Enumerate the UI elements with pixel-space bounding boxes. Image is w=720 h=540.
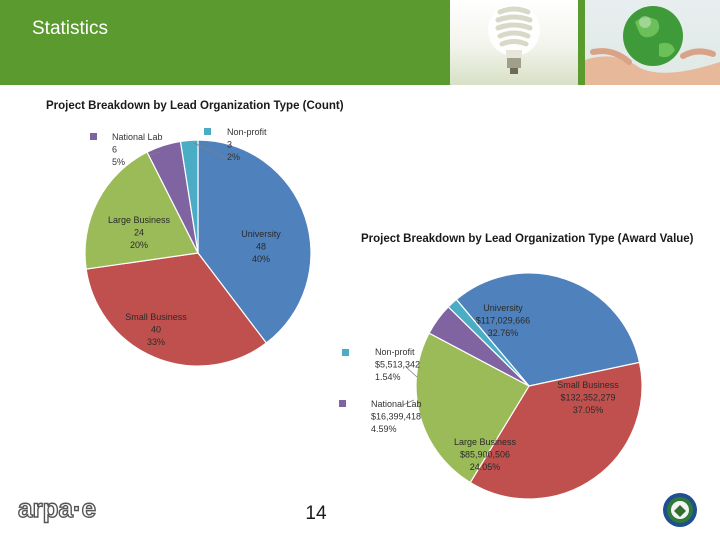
leader-line-non-profit bbox=[405, 366, 418, 378]
slice-percent: 1.54% bbox=[375, 372, 401, 382]
slice-name: National Lab bbox=[112, 132, 163, 142]
slice-label-national-lab: National Lab 6 5% bbox=[112, 132, 163, 167]
slice-name: National Lab bbox=[371, 399, 422, 409]
slice-value: 40 bbox=[151, 325, 161, 335]
slice-label-non-profit: Non-profit $5,513,342 1.54% bbox=[375, 347, 420, 382]
slice-value: $85,900,506 bbox=[460, 450, 510, 460]
slide-title: Statistics bbox=[32, 18, 109, 39]
slice-label-small-business: Small Business $132,352,279 37.05% bbox=[557, 380, 619, 415]
chart-title: Project Breakdown by Lead Organization T… bbox=[361, 233, 694, 245]
slice-percent: 37.05% bbox=[573, 405, 604, 415]
leader-line-national-lab bbox=[402, 399, 415, 406]
page-number: 14 bbox=[305, 503, 327, 524]
slice-name: University bbox=[483, 303, 523, 313]
slice-percent: 33% bbox=[147, 337, 165, 347]
slice-name: University bbox=[241, 229, 281, 239]
slice-percent: 4.59% bbox=[371, 424, 397, 434]
arpa-e-logo: arpa·e bbox=[16, 492, 128, 524]
slice-percent: 5% bbox=[112, 157, 125, 167]
pie-slice-non-profit bbox=[447, 298, 530, 387]
slice-label-university: University $117,029,666 32.76% bbox=[476, 303, 530, 338]
slice-name: Non-profit bbox=[375, 347, 415, 357]
legend-swatch-national-lab bbox=[90, 133, 97, 140]
pie-slice-large-business bbox=[415, 332, 530, 484]
slice-value: 6 bbox=[112, 145, 117, 155]
slice-percent: 2% bbox=[227, 152, 240, 162]
slice-value: $132,352,279 bbox=[560, 393, 615, 403]
slice-label-large-business: Large Business 24 20% bbox=[108, 215, 171, 250]
chart-title: Project Breakdown by Lead Organization T… bbox=[46, 100, 344, 112]
pie-slice-small-business bbox=[469, 361, 643, 500]
legend-swatch-non-profit bbox=[342, 349, 349, 356]
slice-label-national-lab: National Lab $16,399,418 4.59% bbox=[371, 399, 422, 434]
slice-label-small-business: Small Business 40 33% bbox=[125, 312, 187, 347]
globe-hands-photo bbox=[585, 0, 720, 85]
slice-value: 3 bbox=[227, 140, 232, 150]
slice-name: Small Business bbox=[125, 312, 187, 322]
slice-percent: 40% bbox=[252, 254, 270, 264]
lightbulb-photo bbox=[450, 0, 578, 85]
pie-slice-university bbox=[455, 272, 641, 387]
slice-percent: 20% bbox=[130, 240, 148, 250]
pie-chart-award-value: Project Breakdown by Lead Organization T… bbox=[339, 233, 694, 500]
slice-label-non-profit: Non-profit 3 2% bbox=[227, 127, 267, 162]
slice-percent: 24.05% bbox=[470, 462, 501, 472]
slice-name: Large Business bbox=[454, 437, 517, 447]
slice-name: Large Business bbox=[108, 215, 171, 225]
pie-slice-large-business bbox=[84, 151, 199, 270]
globe-in-hands-icon bbox=[585, 6, 720, 85]
pie-slice-university bbox=[197, 139, 312, 344]
pie-chart-count: Project Breakdown by Lead Organization T… bbox=[46, 100, 344, 367]
slice-value: $16,399,418 bbox=[371, 412, 421, 422]
slice-value: 48 bbox=[256, 242, 266, 252]
leader-line-national-lab bbox=[149, 151, 161, 156]
pie-slice-non-profit bbox=[179, 139, 199, 254]
slice-value: 24 bbox=[134, 228, 144, 238]
doe-seal-icon bbox=[662, 492, 698, 528]
pie-slice-small-business bbox=[85, 252, 268, 367]
legend-swatch-national-lab bbox=[339, 400, 346, 407]
cfl-bulb-icon bbox=[488, 4, 540, 74]
slice-percent: 32.76% bbox=[488, 328, 519, 338]
slice-name: Non-profit bbox=[227, 127, 267, 137]
slice-value: $5,513,342 bbox=[375, 360, 420, 370]
legend-swatch-non-profit bbox=[204, 128, 211, 135]
svg-text:arpa·e: arpa·e bbox=[18, 494, 96, 523]
slice-name: Small Business bbox=[557, 380, 619, 390]
leader-line-non-profit bbox=[193, 142, 231, 161]
slice-label-large-business: Large Business $85,900,506 24.05% bbox=[454, 437, 517, 472]
slice-value: $117,029,666 bbox=[476, 316, 530, 326]
slice-label-university: University 48 40% bbox=[241, 229, 281, 264]
